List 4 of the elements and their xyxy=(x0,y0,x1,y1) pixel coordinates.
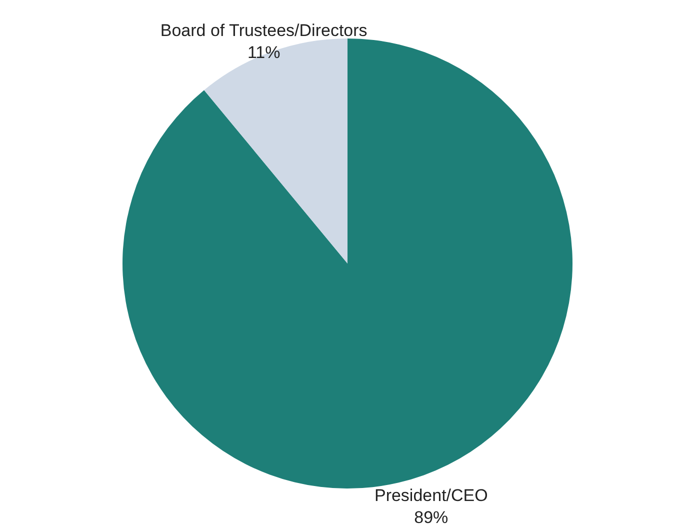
data-label: 89% xyxy=(414,508,448,527)
slice-label: Board of Trustees/Directors xyxy=(160,21,368,40)
data-label: 11% xyxy=(247,43,280,62)
slice-label: President/CEO xyxy=(374,486,488,505)
